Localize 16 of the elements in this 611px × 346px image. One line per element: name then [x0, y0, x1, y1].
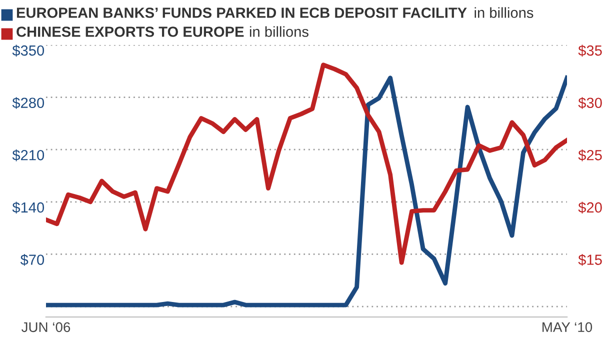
y2-tick-label: $25 [578, 149, 602, 162]
y-tick-label: $140 [12, 202, 44, 214]
legend-label: EUROPEAN BANKS’ FUNDS PARKED IN ECB DEPOSIT FACILITY [16, 8, 467, 18]
y-tick-label: $70 [20, 254, 44, 266]
text: in billions [474, 7, 534, 18]
y-tick-label: $350 [12, 44, 44, 57]
legend-label: CHINESE EXPORTS TO EUROPE [16, 26, 244, 37]
y2-tick-label: $35 [578, 44, 602, 57]
y2-tick-label: $15 [578, 254, 602, 266]
y-tick-label: $280 [12, 97, 44, 109]
x-tick-label: MAY ‘10 [542, 322, 592, 332]
y2-tick-label: $20 [578, 202, 602, 214]
x-tick-label: JUN ‘06 [22, 322, 70, 332]
y2-tick-label: $30 [578, 97, 602, 109]
y-tick-label: $210 [12, 149, 44, 162]
text: in billions [250, 26, 308, 37]
